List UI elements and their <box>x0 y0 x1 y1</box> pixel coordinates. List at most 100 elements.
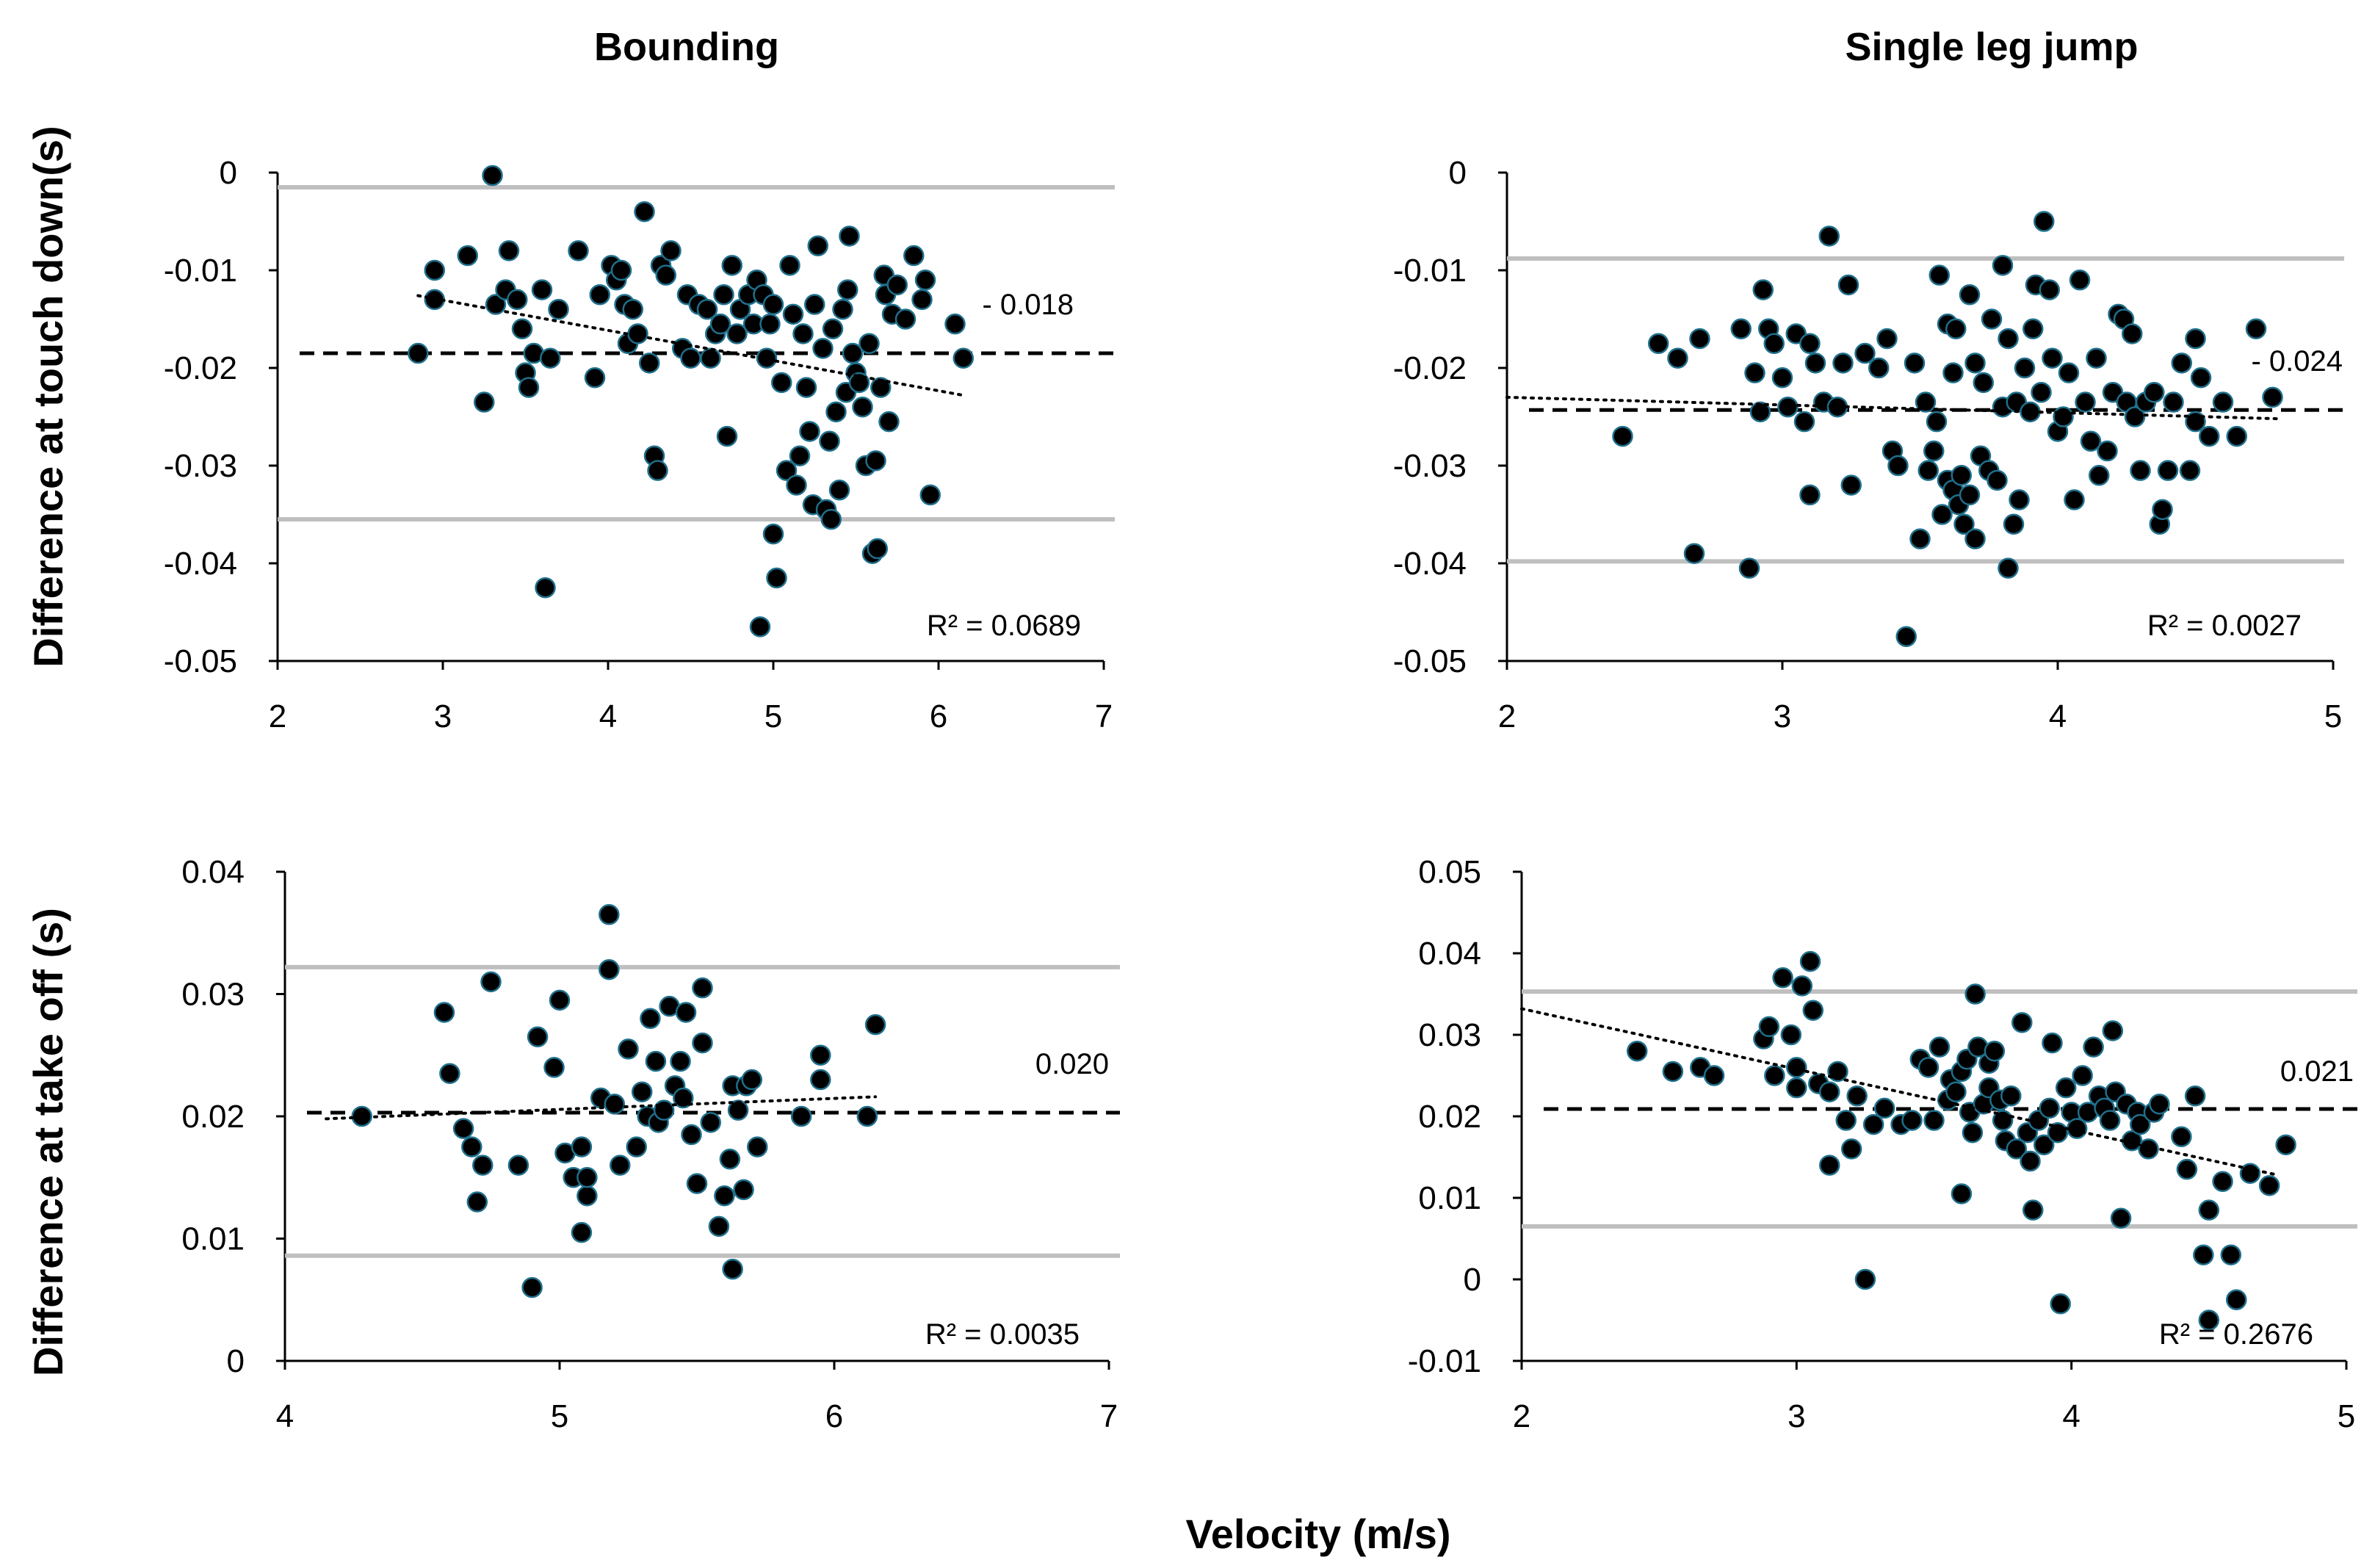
data-point <box>2275 1134 2296 1156</box>
data-point <box>848 372 870 394</box>
data-point <box>1777 396 1799 418</box>
x-axis-label-velocity: Velocity (m/s) <box>1185 1511 1450 1557</box>
data-point <box>856 1105 878 1127</box>
data-point <box>1998 328 2019 350</box>
data-point <box>1799 950 1821 972</box>
data-point <box>812 338 834 359</box>
data-point <box>2039 1097 2060 1119</box>
y-tick-label: 0.04 <box>1418 936 1481 972</box>
data-point <box>1730 318 1752 340</box>
data-point <box>1926 411 1948 433</box>
x-tick-label: 5 <box>2338 1398 2355 1434</box>
data-point <box>722 1258 743 1280</box>
data-point <box>627 323 648 344</box>
data-point <box>2138 1138 2159 1160</box>
y-tick-label: -0.04 <box>164 546 237 582</box>
mean-bias-label: - 0.024 <box>2251 345 2343 377</box>
data-point <box>640 1008 661 1030</box>
data-point <box>1648 333 1669 354</box>
x-tick-label: 6 <box>825 1398 843 1434</box>
data-point <box>568 240 589 261</box>
data-point <box>2006 1138 2028 1160</box>
data-point <box>828 480 850 501</box>
data-point <box>919 484 941 506</box>
data-point <box>1951 465 1972 486</box>
data-point <box>1951 1183 1973 1204</box>
data-point <box>716 425 738 447</box>
data-point <box>2022 1199 2044 1221</box>
data-point <box>762 523 784 545</box>
data-point <box>1791 975 1813 997</box>
y-tick-label: 0.03 <box>1418 1017 1481 1053</box>
data-point <box>2034 211 2055 232</box>
y-tick-label: 0.02 <box>1418 1099 1481 1135</box>
data-point <box>622 298 643 320</box>
data-point <box>2083 1036 2104 1058</box>
data-point <box>2199 425 2220 447</box>
data-point <box>1953 513 1975 535</box>
data-point <box>2258 1175 2280 1196</box>
mean-bias-label: - 0.018 <box>982 289 1074 321</box>
data-point <box>700 1112 721 1133</box>
data-point <box>858 333 880 354</box>
y-tick-label: 0.02 <box>181 1099 245 1135</box>
y-tick-label: -0.01 <box>1408 1343 1481 1379</box>
data-point <box>2122 323 2143 344</box>
data-point <box>692 1032 713 1054</box>
data-point <box>1840 474 1862 496</box>
data-point <box>1973 372 1994 394</box>
data-point <box>482 165 503 187</box>
data-point <box>2171 353 2192 374</box>
x-tick-label: 5 <box>2324 698 2342 734</box>
data-point <box>2064 489 2085 510</box>
data-point <box>521 1276 543 1298</box>
data-point <box>832 298 853 320</box>
data-point <box>1962 1121 1984 1144</box>
data-point <box>1738 557 1760 579</box>
data-point <box>584 367 606 389</box>
data-point <box>1837 274 1859 296</box>
data-point <box>1917 460 1939 481</box>
data-point <box>531 279 553 300</box>
y-tick-label: -0.04 <box>1393 546 1467 582</box>
data-point <box>733 1179 754 1201</box>
data-point <box>2130 460 2151 481</box>
data-point <box>1981 308 2003 330</box>
data-point <box>1752 279 1774 300</box>
data-point <box>480 971 502 993</box>
data-point <box>1764 1065 1785 1086</box>
data-point <box>820 508 842 530</box>
data-point <box>680 347 701 369</box>
data-point <box>2080 430 2102 452</box>
data-point <box>645 1050 667 1072</box>
y-tick-label: 0 <box>220 155 237 191</box>
data-point <box>1683 543 1705 564</box>
data-point <box>2124 406 2146 427</box>
y-tick-label: -0.05 <box>1393 643 1467 679</box>
data-point <box>1998 557 2019 579</box>
column-title-bounding: Bounding <box>594 25 779 69</box>
data-point <box>726 323 748 344</box>
data-point <box>466 1191 488 1213</box>
row-label-take-off: Difference at take off (s) <box>25 908 71 1376</box>
data-point <box>518 377 540 398</box>
data-point <box>692 977 713 999</box>
r-squared-label: R² = 0.0027 <box>2147 610 2302 642</box>
data-point <box>2149 1094 2170 1115</box>
data-point <box>653 1099 675 1121</box>
data-point <box>439 1063 460 1084</box>
data-point <box>878 411 900 433</box>
data-point <box>749 616 771 637</box>
data-point <box>1703 1065 1725 1086</box>
chart-panels: -0.05 -0.04 -0.03 -0.02 -0.01 0 2 3 4 5 6 7 - 0.018 R… <box>164 155 2357 1434</box>
data-point <box>914 270 936 291</box>
data-point <box>511 318 533 340</box>
data-point <box>759 313 781 335</box>
data-point <box>2144 382 2165 403</box>
data-point <box>631 1081 653 1102</box>
regression-trend-line <box>1505 395 2280 421</box>
data-point <box>626 1136 647 1157</box>
regression-trend-line <box>1520 1007 2280 1177</box>
data-point <box>1917 1057 1940 1078</box>
y-tick-label: -0.02 <box>1393 350 1467 386</box>
